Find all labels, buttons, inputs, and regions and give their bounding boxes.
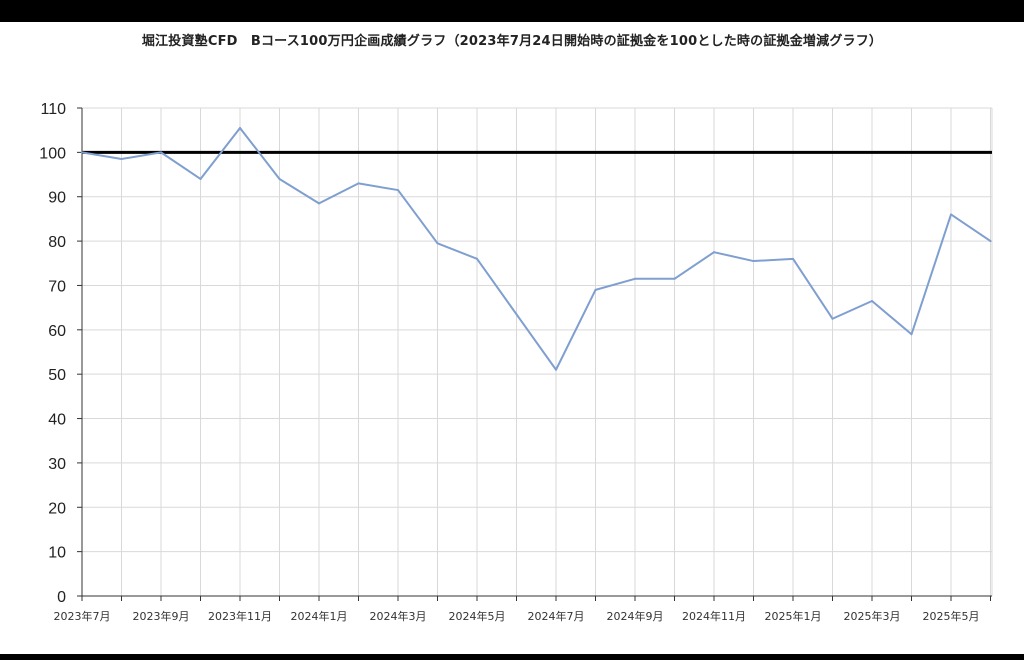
x-tick-label: 2024年5月 <box>449 609 506 623</box>
data-point <box>871 299 873 302</box>
data-point <box>81 151 83 154</box>
series-line <box>81 126 992 371</box>
y-tick-label: 40 <box>48 412 66 429</box>
y-tick-label: 60 <box>48 323 66 340</box>
data-point <box>673 277 676 280</box>
x-tick-label: 2024年1月 <box>291 609 348 623</box>
data-point <box>476 257 478 260</box>
x-tick-label: 2023年9月 <box>133 609 190 623</box>
y-tick-label: 110 <box>40 101 66 118</box>
data-point <box>515 313 518 316</box>
data-point <box>989 240 992 243</box>
data-point <box>910 333 913 336</box>
x-tick-label: 2024年7月 <box>528 609 585 623</box>
data-point <box>634 277 636 280</box>
data-point <box>357 182 360 185</box>
x-tick-label: 2025年1月 <box>765 609 822 623</box>
data-point <box>831 317 834 320</box>
x-tick-label: 2025年3月 <box>844 609 901 623</box>
data-point <box>239 126 241 129</box>
data-point <box>120 158 123 161</box>
x-tick-label: 2024年3月 <box>370 609 427 623</box>
chart-title: 堀江投資塾CFD Bコース100万円企画成績グラフ（2023年7月24日開始時の… <box>141 34 883 49</box>
data-point <box>594 288 597 291</box>
data-point <box>397 189 399 192</box>
x-tick-label: 2023年11月 <box>208 609 272 623</box>
chart-frame <box>0 22 1024 654</box>
y-tick-label: 20 <box>48 500 66 517</box>
y-tick-label: 100 <box>39 145 66 162</box>
y-tick-label: 80 <box>48 234 66 251</box>
data-point <box>752 260 755 263</box>
data-point <box>199 177 202 180</box>
y-tick-label: 90 <box>48 190 66 207</box>
data-point <box>792 257 794 260</box>
x-tick-label: 2024年11月 <box>682 609 746 623</box>
y-tick-label: 30 <box>48 456 66 473</box>
y-tick-label: 10 <box>48 545 66 562</box>
data-point <box>436 242 439 245</box>
data-point <box>318 202 320 205</box>
x-tick-label: 2023年7月 <box>54 609 111 623</box>
data-point <box>950 213 952 216</box>
y-tick-label: 0 <box>57 589 66 606</box>
data-point <box>278 177 281 180</box>
data-point <box>713 251 715 254</box>
x-tick-label: 2024年9月 <box>607 609 664 623</box>
data-point <box>555 368 557 371</box>
data-point <box>160 151 162 154</box>
y-tick-label: 70 <box>48 278 66 295</box>
x-tick-label: 2025年5月 <box>923 609 980 623</box>
y-tick-label: 50 <box>48 367 66 384</box>
